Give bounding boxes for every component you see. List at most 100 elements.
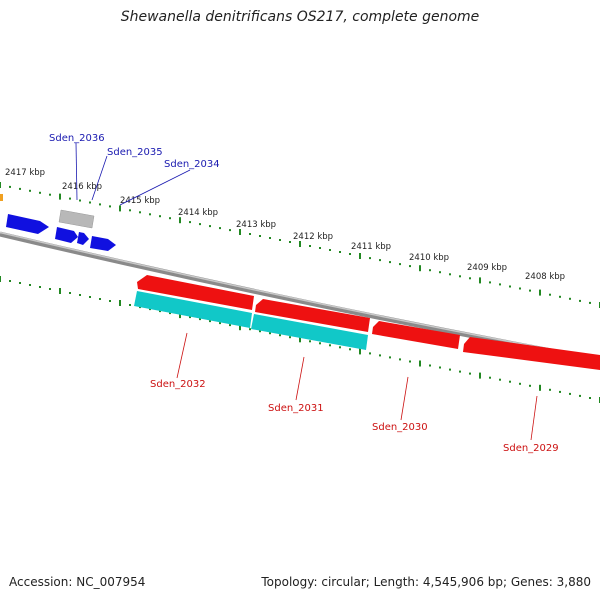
minor-tick [489, 376, 491, 379]
minor-tick [269, 237, 271, 239]
minor-tick [549, 293, 551, 296]
minor-tick [69, 197, 71, 200]
minor-tick [589, 397, 591, 399]
minor-tick [389, 261, 391, 264]
minor-tick [389, 356, 391, 359]
minor-tick [19, 282, 21, 284]
forward-gene[interactable] [55, 227, 78, 243]
scale-labels: 2417 kbp 2416 kbp 2415 kbp 2414 kbp 2413 kbp… [5, 168, 565, 282]
cyan-gene[interactable] [134, 291, 252, 328]
pseudo-gene[interactable] [58, 209, 95, 229]
minor-tick [509, 285, 511, 288]
upper-scale-ticks [0, 182, 600, 308]
genome-backbone-highlight [0, 231, 600, 360]
forward-gene[interactable] [6, 214, 49, 234]
minor-tick [439, 271, 441, 274]
minor-tick [149, 308, 151, 311]
minor-tick [399, 263, 401, 266]
gene-label-sden-2034[interactable]: Sden_2034 [164, 159, 220, 170]
minor-tick [129, 209, 131, 212]
gene-labels: Sden_2036 Sden_2035 Sden_2034 Sden_2032 … [49, 133, 559, 454]
minor-tick [509, 380, 511, 383]
minor-tick [189, 221, 191, 224]
connector-line [530, 395, 538, 441]
major-tick [59, 288, 61, 294]
minor-tick [99, 298, 101, 300]
scale-label: 2408 kbp [525, 272, 565, 282]
minor-tick [459, 370, 461, 373]
minor-tick [449, 368, 451, 371]
minor-tick [199, 318, 201, 321]
minor-tick [159, 215, 161, 218]
scale-label: 2413 kbp [236, 220, 276, 230]
major-tick [479, 277, 481, 284]
forward-gene[interactable] [90, 236, 116, 251]
gene-label-sden-2036[interactable]: Sden_2036 [49, 133, 105, 144]
minor-tick [9, 280, 11, 282]
major-tick [539, 384, 541, 391]
minor-tick [69, 292, 71, 294]
minor-tick [519, 382, 521, 385]
minor-tick [249, 328, 251, 331]
accession-text: Accession: NC_007954 [9, 575, 146, 589]
scale-label: 2410 kbp [409, 253, 449, 263]
genome-summary-text: Topology: circular; Length: 4,545,906 bp… [261, 575, 591, 589]
minor-tick [319, 342, 321, 345]
minor-tick [579, 299, 581, 302]
minor-tick [569, 392, 571, 395]
forward-genes [6, 214, 116, 251]
gene-label-sden-2029[interactable]: Sden_2029 [503, 443, 559, 454]
minor-tick [289, 336, 291, 339]
minor-tick [199, 223, 201, 226]
minor-tick [149, 213, 151, 216]
minor-tick [279, 239, 281, 241]
reverse-gene[interactable] [372, 321, 460, 349]
minor-tick [589, 301, 591, 304]
minor-tick [469, 372, 471, 375]
minor-tick [129, 304, 131, 306]
minor-tick [549, 388, 551, 391]
gene-label-sden-2030[interactable]: Sden_2030 [372, 422, 428, 433]
reverse-gene[interactable] [137, 275, 254, 310]
minor-tick [139, 211, 141, 214]
reverse-genes [137, 275, 600, 370]
major-tick [419, 265, 421, 272]
minor-tick [39, 191, 41, 194]
minor-tick [319, 247, 321, 249]
minor-tick [209, 225, 211, 228]
connector-line [75, 142, 78, 201]
cyan-gene[interactable] [251, 314, 368, 350]
minor-tick [499, 378, 501, 381]
minor-tick [289, 241, 291, 243]
minor-tick [19, 187, 21, 190]
minor-tick [49, 288, 51, 290]
genome-title: Shewanella denitrificans OS217, complete… [120, 9, 480, 25]
gene-label-sden-2032[interactable]: Sden_2032 [150, 379, 206, 390]
minor-tick [489, 281, 491, 284]
major-tick [0, 182, 1, 188]
minor-tick [249, 233, 251, 235]
scale-label: 2415 kbp [120, 196, 160, 206]
minor-tick [499, 283, 501, 286]
connector-line [176, 332, 188, 379]
lower-scale-ticks [0, 276, 600, 403]
major-tick [179, 217, 181, 224]
major-tick [299, 336, 301, 343]
minor-tick [469, 277, 471, 280]
minor-tick [409, 360, 411, 363]
minor-tick [29, 189, 31, 192]
gene-label-sden-2035[interactable]: Sden_2035 [107, 147, 163, 158]
cyan-genes [134, 291, 368, 350]
minor-tick [109, 300, 111, 302]
minor-tick [449, 273, 451, 276]
minor-tick [309, 245, 311, 247]
reverse-gene[interactable] [255, 299, 370, 332]
edge-marker [0, 194, 3, 201]
minor-tick [29, 284, 31, 286]
minor-tick [219, 227, 221, 230]
major-tick [0, 276, 1, 282]
gene-label-sden-2031[interactable]: Sden_2031 [268, 403, 324, 414]
minor-tick [559, 295, 561, 298]
forward-gene[interactable] [77, 232, 89, 245]
reverse-gene[interactable] [463, 337, 600, 370]
